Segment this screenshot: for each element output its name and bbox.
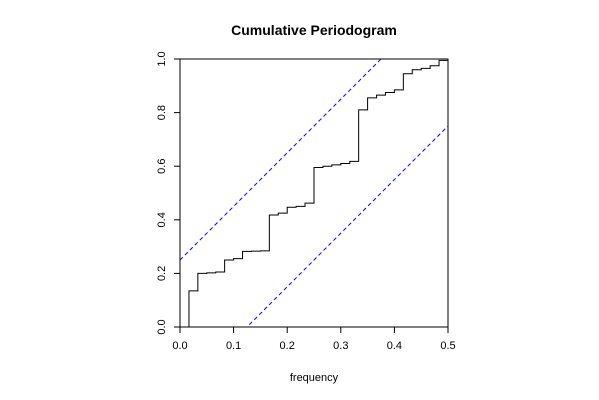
x-tick-label: 0.5	[440, 340, 455, 352]
x-tick-label: 0.3	[333, 340, 348, 352]
x-tick-label: 0.2	[280, 340, 295, 352]
y-tick-label: 0.8	[156, 105, 168, 120]
x-axis-label: frequency	[290, 372, 339, 384]
y-tick-label: 0.2	[156, 266, 168, 281]
y-tick-label: 0.6	[156, 159, 168, 174]
axes: 0.0 0.1 0.2 0.3 0.4 0.5 0.0 0.2 0.4 0.6 0.8 1.0	[156, 51, 456, 352]
cumulative-periodogram-step-line	[180, 59, 448, 327]
chart-title: Cumulative Periodogram	[231, 22, 397, 38]
x-tick-label: 0.0	[172, 340, 187, 352]
y-tick-label: 0.4	[156, 212, 168, 227]
plot-frame	[179, 58, 449, 328]
plot-area	[180, 59, 448, 327]
y-tick-label: 1.0	[156, 51, 168, 66]
x-tick-label: 0.1	[226, 340, 241, 352]
upper-confidence-bound-line	[180, 59, 382, 261]
lower-confidence-bound-line	[246, 125, 448, 327]
y-tick-label: 0.0	[156, 319, 168, 334]
x-tick-label: 0.4	[387, 340, 402, 352]
